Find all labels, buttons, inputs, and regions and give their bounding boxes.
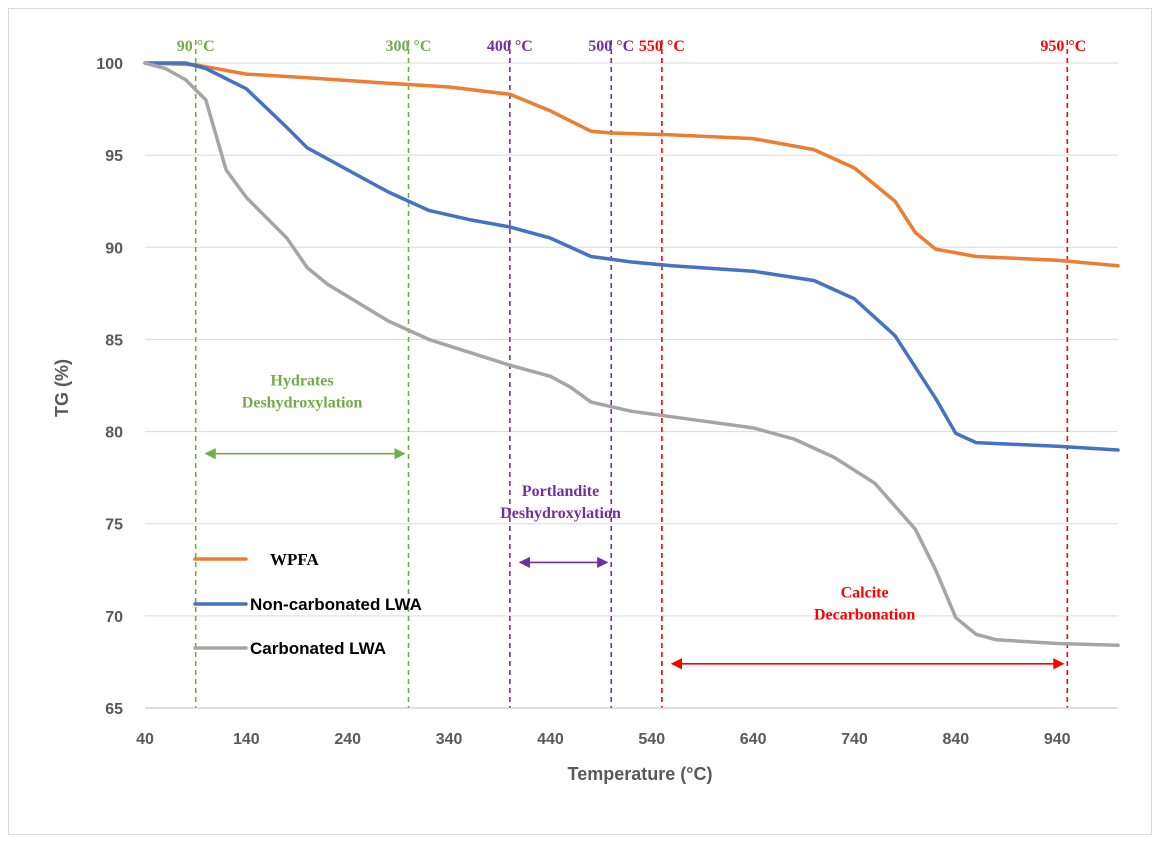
x-tick-label: 240 [334, 731, 361, 748]
y-tick-label: 75 [105, 517, 123, 534]
y-tick-label: 100 [96, 56, 123, 73]
x-axis-title: Temperature (°C) [568, 764, 713, 784]
reference-line-label: 500 °C [588, 38, 634, 55]
annotation-text: Deshydroxylation [500, 505, 621, 522]
axes: 65 70 75 80 85 90 95 100 40 140 240 340 440 540 640 740… [96, 56, 1118, 748]
annotation-text: Deshydroxylation [242, 395, 363, 412]
reference-line-label: 90 °C [177, 38, 215, 55]
series-line [143, 61, 1120, 268]
reference-line-label: 950 °C [1040, 38, 1086, 55]
y-tick-label: 70 [105, 609, 123, 626]
x-tick-label: 940 [1044, 731, 1071, 748]
annotations: Hydrates Deshydroxylation Portlandite Deshy… [204, 373, 1065, 670]
x-tick-label: 340 [436, 731, 463, 748]
reference-lines: 90 °C 300 °C 400 °C 500 °C 550 °C 950 °C [177, 38, 1086, 708]
x-tick-label: 440 [537, 731, 564, 748]
annotation-text: Hydrates [271, 373, 334, 390]
x-tick-label: 540 [638, 731, 665, 748]
y-tick-label: 80 [105, 425, 123, 442]
x-tick-label: 140 [233, 731, 260, 748]
series-line [143, 61, 1120, 648]
legend-label: Carbonated LWA [250, 639, 386, 658]
x-tick-label: 640 [740, 731, 767, 748]
x-tick-label: 740 [841, 731, 868, 748]
y-axis-title: TG (%) [52, 359, 72, 417]
x-tick-label: 840 [942, 731, 969, 748]
reference-line-label: 550 °C [639, 38, 685, 55]
annotation-text: Decarbonation [814, 606, 915, 623]
legend-label: WPFA [270, 550, 320, 569]
plot-series [143, 61, 1120, 648]
x-tick-label: 40 [136, 731, 154, 748]
annotation-text: Calcite [841, 584, 889, 601]
y-tick-label: 90 [105, 240, 123, 257]
legend-label: Non-carbonated LWA [250, 595, 422, 614]
reference-line-label: 300 °C [386, 38, 432, 55]
chart-frame [8, 8, 1152, 835]
annotation-text: Portlandite [522, 483, 599, 500]
y-tick-label: 85 [105, 332, 123, 349]
series-line [143, 61, 1120, 452]
y-tick-label: 65 [105, 701, 123, 718]
legend: WPFA Non-carbonated LWA Carbonated LWA [193, 550, 422, 658]
reference-line-label: 400 °C [487, 38, 533, 55]
y-tick-label: 95 [105, 148, 123, 165]
